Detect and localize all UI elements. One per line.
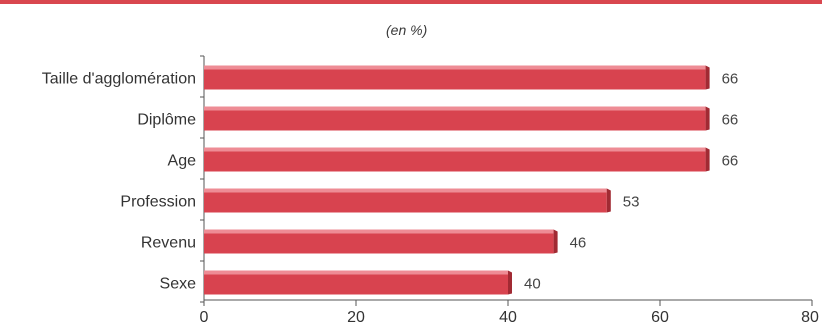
bar-highlight [204, 106, 706, 111]
value-label: 40 [524, 276, 541, 293]
x-tick-label: 0 [200, 309, 209, 324]
x-tick-label: 20 [347, 309, 365, 324]
category-label: Taille d'agglomération [42, 71, 196, 88]
bars-group: Taille d'agglomération 66 Diplôme 66 Age 66 Pr… [42, 55, 739, 303]
value-label: 66 [722, 153, 739, 170]
bar-side [508, 270, 512, 295]
category-label: Age [168, 153, 197, 170]
category-label: Profession [120, 194, 196, 211]
x-tick-label: 60 [651, 309, 669, 324]
value-label: 46 [570, 235, 587, 252]
bar-highlight [204, 188, 607, 193]
value-label: 66 [722, 71, 739, 88]
value-label: 53 [623, 194, 640, 211]
unit-note: (en %) [386, 22, 428, 38]
bar-side [705, 106, 710, 131]
bar-highlight [204, 65, 706, 70]
category-label: Revenu [141, 235, 196, 252]
bar-side [705, 65, 710, 90]
category-label: Sexe [160, 276, 197, 293]
header-rule [0, 0, 822, 4]
x-tick-label: 40 [499, 309, 517, 324]
x-tick-label: 80 [801, 309, 819, 324]
bar-highlight [204, 147, 706, 152]
bar-side [606, 188, 611, 213]
bar-side [553, 229, 558, 254]
x-ticks-group: 0 20 40 60 80 [200, 300, 819, 324]
bar-side [705, 147, 710, 172]
bar-highlight [204, 270, 508, 275]
category-label: Diplôme [137, 112, 196, 129]
bar-highlight [204, 229, 554, 234]
value-label: 66 [722, 112, 739, 129]
